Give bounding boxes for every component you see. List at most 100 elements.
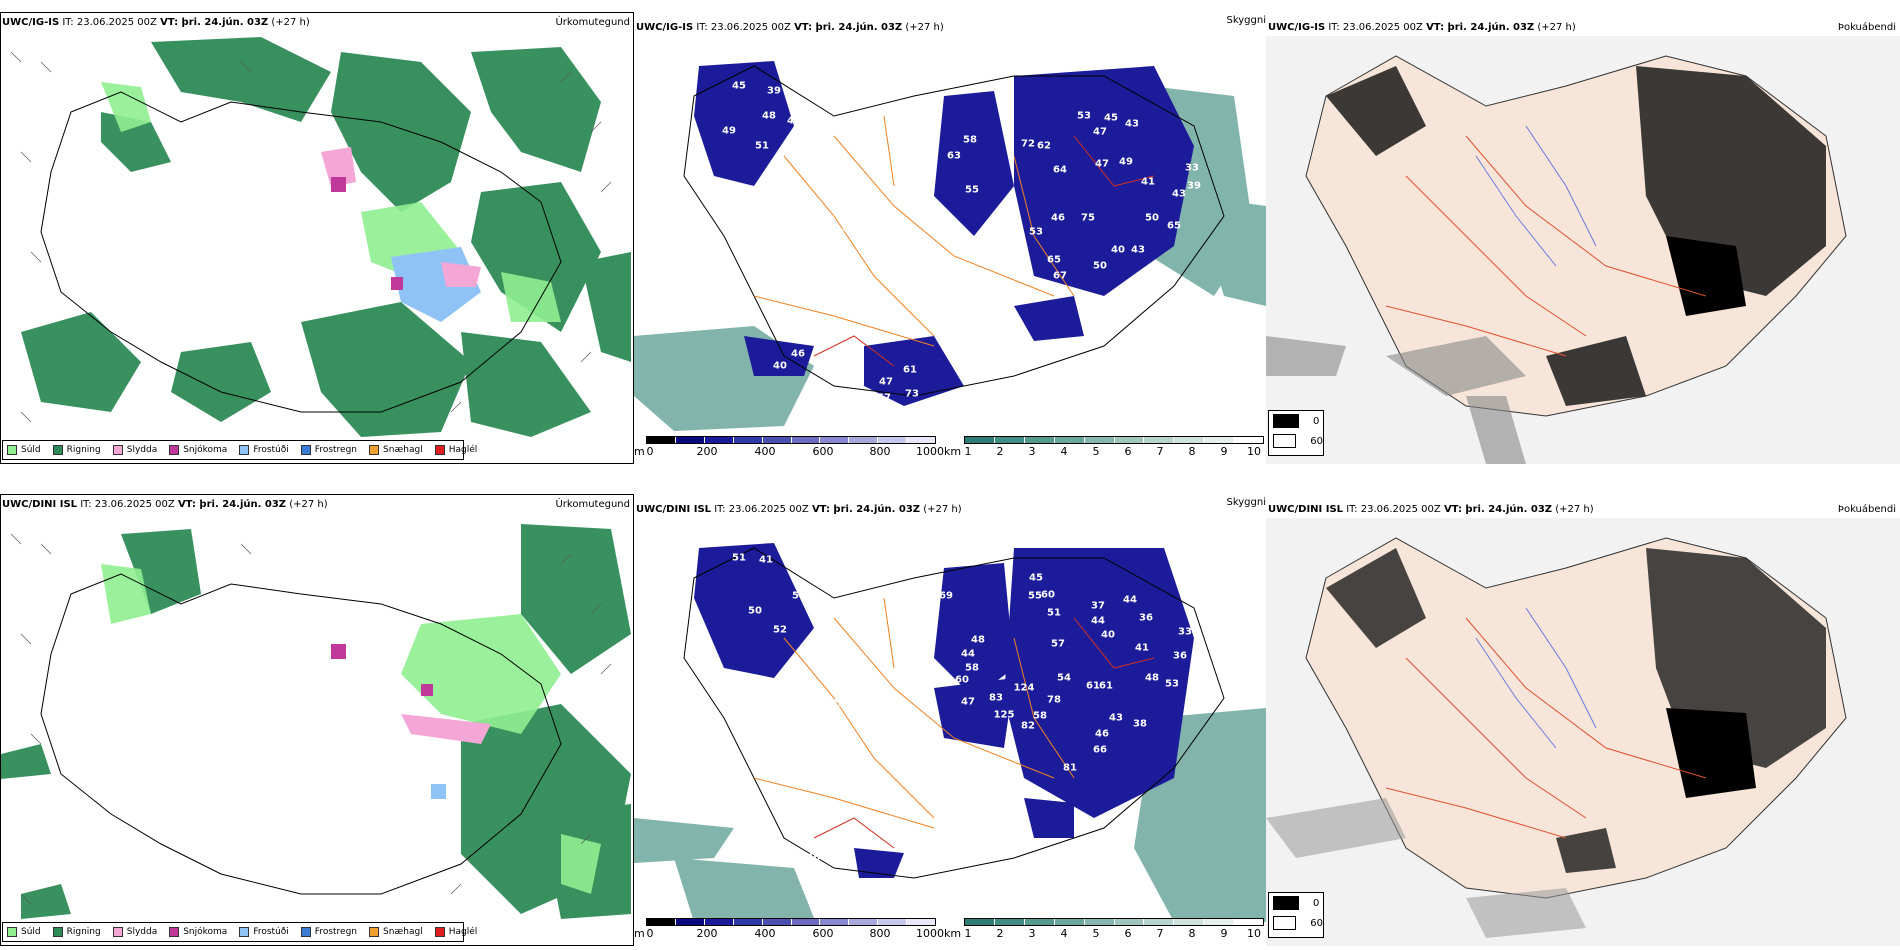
legend-swatch [434,927,445,937]
ceiling-number: 47 [879,376,893,388]
legend-swatch [239,445,250,455]
vis-tick: 6 [1124,927,1132,940]
panel-header: UWC/DINI ISL IT: 23.06.2025 00Z VT: þri.… [2,499,328,510]
legend-label: Frostregn [314,927,358,937]
ceiling-number: 43 [1131,244,1145,256]
ceiling-number: 44 [961,648,975,660]
ceiling-number: 149 [843,415,865,427]
lead-time: (+27 h) [1537,22,1576,33]
ceiling-number: 51 [732,552,746,564]
ceiling-number: 43 [973,372,987,384]
ceiling-tick: 200 [696,445,718,458]
ceiling-number: 60 [1041,589,1055,601]
ceiling-number: 51 [755,140,769,152]
legend-item-snaehagl: Snæhagl [369,927,423,937]
legend-item-slydda: Slydda [112,927,157,937]
ceiling-tick: 600 [812,927,834,940]
lead-time: (+27 h) [289,499,328,510]
valid-time: VT: þri. 24.jún. 03Z [177,499,287,510]
ceiling-number: 50 [748,605,762,617]
ceiling-number: 40 [1111,244,1125,256]
vis-tick: 2 [996,445,1004,458]
ceiling-unit: m [634,927,645,940]
ceiling-number: 51 [1047,607,1061,619]
vis-tick: 3 [1028,927,1036,940]
legend-swatch [369,927,380,937]
ceiling-number: 73 [905,388,919,400]
ceiling-number: 81 [1063,762,1077,774]
ceiling-number: 165 [849,908,871,920]
precip-panel-top: UWC/IG-IS IT: 23.06.2025 00Z VT: þri. 24… [0,12,634,464]
ceiling-number: 41 [1135,642,1149,654]
ceiling-number: 65 [1047,254,1061,266]
legend-swatch [300,927,311,937]
legend-item-rigning: Rigning [52,927,101,937]
visibility-colorbar [964,918,1264,926]
ceiling-number: 45 [1104,112,1118,124]
ceiling-tick: 800 [869,927,891,940]
vis-tick: 1 [964,927,972,940]
panel-title: Þokuábendi [1837,22,1896,33]
ceiling-number: 125 [993,362,1015,374]
ceiling-number: 50 [807,589,821,601]
legend-label: Rigning [66,927,101,937]
ceiling-number: 61 [777,148,791,160]
ceiling-number: 45 [1029,572,1043,584]
legend-swatch [369,445,380,455]
ceiling-number: 78 [1047,694,1061,706]
ceiling-tick: 0 [646,445,654,458]
legend-item-snjokoma: Snjókoma [169,445,227,455]
vis-tick: 4 [1060,927,1068,940]
ceiling-tick: 800 [869,445,891,458]
fog-swatch [1273,896,1299,910]
init-time: IT: 23.06.2025 00Z [80,499,175,510]
vis-tick: 2 [996,927,1004,940]
ceiling-number: 53 [1077,110,1091,122]
panel-header: UWC/IG-IS IT: 23.06.2025 00Z VT: þri. 24… [2,17,310,28]
vis-tick: 3 [1028,445,1036,458]
ceiling-number: 54 [1057,672,1071,684]
vis-tick: 6 [1124,445,1132,458]
ceiling-number: 62 [1037,140,1051,152]
legend-item-slydda: Slydda [112,445,157,455]
ceiling-unit: m [634,445,645,458]
fog-panel-bottom: UWC/DINI ISL IT: 23.06.2025 00Z VT: þri.… [1266,494,1900,946]
ceiling-tick: 600 [812,445,834,458]
ceiling-number: 43 [1172,188,1186,200]
legend-swatch [434,445,445,455]
fog-legend-row: 60 [1269,913,1323,933]
ceiling-number: 59 [807,656,821,668]
legend-label: Frostúði [253,927,289,937]
legend-label: Frostúði [253,445,289,455]
ceiling-number: 58 [963,134,977,146]
precip-map [1,524,631,919]
ceiling-number: 83 [989,692,1003,704]
ceiling-number: 41 [1141,176,1155,188]
ceiling-number: 38 [1133,718,1147,730]
ceiling-number: 56 [792,590,806,602]
precip-legend: Súld Rigning Slydda Snjókoma Frostúði Fr… [2,922,477,942]
ceiling-number: 37 [1091,600,1105,612]
visibility-unit: km [944,927,962,940]
ceiling-numbers-layer: 45 39 48 48 49 51 61 63 53 47 45 43 47 4… [634,36,1266,440]
init-time: IT: 23.06.2025 00Z [1346,504,1441,515]
valid-time: VT: þri. 24.jún. 03Z [1443,504,1553,515]
panel-title: Úrkomutegund [555,499,630,510]
vis-tick: 1 [964,445,972,458]
ceiling-number: 65 [1167,220,1181,232]
fog-swatch [1273,414,1299,428]
legend-label: Súld [21,445,41,455]
ceiling-number: 39 [767,85,781,97]
ceiling-number: 60 [955,674,969,686]
ceiling-number: 64 [1053,164,1067,176]
fog-legend-row: 0 [1269,893,1323,913]
legend-item-frostregn: Frostregn [300,445,357,455]
vis-tick: 9 [1220,927,1228,940]
ceiling-number: 61 [1099,680,1113,692]
vis-tick: 10 [1247,445,1261,458]
legend-label: Snjókoma [183,445,228,455]
model-name: UWC/IG-IS [636,22,694,33]
legend-item-rigning: Rigning [52,445,101,455]
vis-tick: 8 [1188,445,1196,458]
ceiling-number: 63 [785,176,799,188]
